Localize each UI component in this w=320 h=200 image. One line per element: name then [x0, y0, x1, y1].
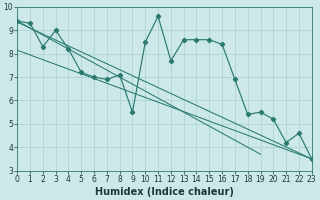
X-axis label: Humidex (Indice chaleur): Humidex (Indice chaleur) [95, 187, 234, 197]
